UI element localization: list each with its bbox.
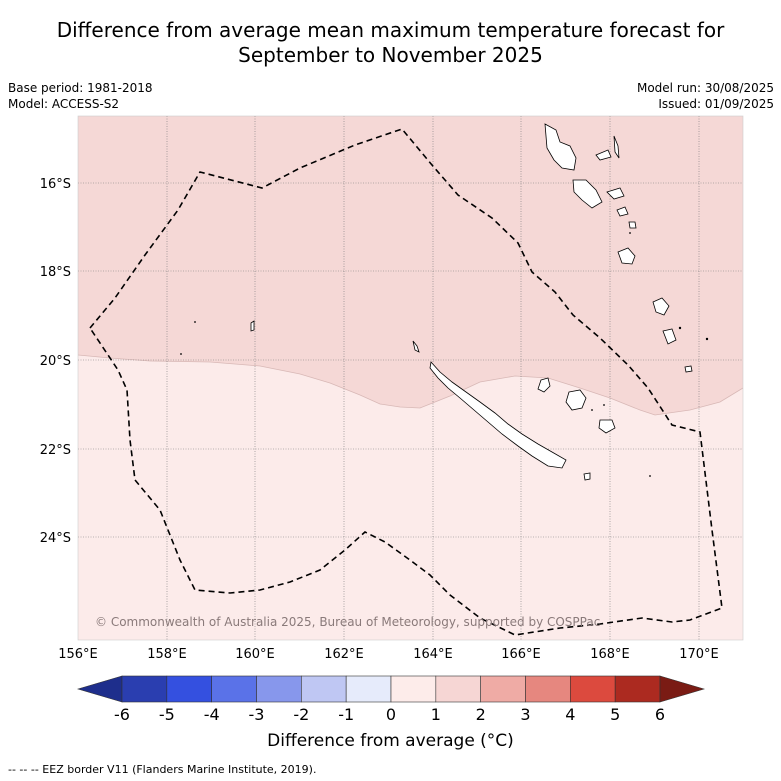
colorbar-tick-label: 1 xyxy=(431,705,441,724)
longitude-axis: 156°E 158°E 160°E 162°E 164°E 166°E 168°… xyxy=(58,647,719,662)
meta-left: Base period: 1981-2018 Model: ACCESS-S2 xyxy=(8,80,153,112)
malo-island xyxy=(595,149,612,161)
issued-date: Issued: 01/09/2025 xyxy=(658,97,774,111)
lat-label: 18°S xyxy=(40,265,71,280)
small-islets xyxy=(180,232,709,477)
gridlines xyxy=(78,116,743,640)
loyalty-island-lifou xyxy=(565,389,587,411)
colorbar-tick-label: 3 xyxy=(520,705,530,724)
model-name: Model: ACCESS-S2 xyxy=(8,97,120,111)
colorbar: -6 -5 -4 -3 -2 -1 0 1 2 3 4 5 6 xyxy=(76,675,706,724)
lon-label: 160°E xyxy=(235,647,275,662)
efate-island xyxy=(617,247,636,265)
colorbar-box xyxy=(211,675,257,703)
colorbar-title: Difference from average (°C) xyxy=(267,731,514,751)
lon-label: 164°E xyxy=(413,647,453,662)
colorbar-box xyxy=(614,675,661,703)
colorbar-tick-label: -5 xyxy=(159,705,175,724)
lat-label: 16°S xyxy=(40,177,71,192)
colorbar-box xyxy=(525,675,571,703)
meta-right: Model run: 30/08/2025 Issued: 01/09/2025 xyxy=(637,80,774,112)
colorbar-extend-max xyxy=(659,675,706,703)
espiritu-santo xyxy=(544,123,577,171)
isle-of-pines xyxy=(583,472,591,481)
colorbar-tick-label: 6 xyxy=(655,705,665,724)
latitude-axis: 16°S 18°S 20°S 22°S 24°S xyxy=(40,177,71,546)
lon-label: 170°E xyxy=(679,647,719,662)
lat-label: 24°S xyxy=(40,531,71,546)
lon-label: 162°E xyxy=(324,647,364,662)
eez-footnote: -- -- -- EEZ border V11 (Flanders Marine… xyxy=(8,763,317,776)
colorbar-ticks: -6 -5 -4 -3 -2 -1 0 1 2 3 4 5 6 xyxy=(114,705,665,724)
title-line-1: Difference from average mean maximum tem… xyxy=(56,18,725,42)
lon-label: 168°E xyxy=(590,647,630,662)
colorbar-tick-label: -6 xyxy=(114,705,130,724)
base-period: Base period: 1981-2018 xyxy=(8,81,153,95)
colorbar-box xyxy=(345,675,392,703)
colorbar-tick-label: 0 xyxy=(386,705,396,724)
shepherd-islands xyxy=(628,221,637,229)
colorbar-box xyxy=(121,675,168,703)
ambrym-island xyxy=(606,187,625,200)
tanna-island xyxy=(662,328,677,345)
forecast-fill: © Commonwealth of Australia 2025, Bureau… xyxy=(78,116,743,640)
colorbar-boxes xyxy=(121,675,661,703)
colorbar-tick-label: 2 xyxy=(476,705,486,724)
land-outlines xyxy=(250,123,693,481)
colorbar-tick-label: -4 xyxy=(204,705,220,724)
colorbar-box xyxy=(390,675,437,703)
map-frame xyxy=(77,115,744,641)
colorbar-box xyxy=(301,675,347,703)
lat-label: 22°S xyxy=(40,443,71,458)
colorbar-box xyxy=(166,675,212,703)
colorbar-tick-label: 4 xyxy=(565,705,575,724)
belep-islands xyxy=(412,340,420,353)
colorbar-box xyxy=(480,675,526,703)
erromango-island xyxy=(652,297,670,316)
eez-border xyxy=(89,128,723,636)
pentecost-island xyxy=(613,135,620,159)
loyalty-island-mare xyxy=(598,419,616,434)
colorbar-box xyxy=(256,675,302,703)
colorbar-box xyxy=(570,675,616,703)
lon-label: 156°E xyxy=(58,647,98,662)
aneityum-island xyxy=(684,365,693,373)
colorbar-tick-label: 5 xyxy=(610,705,620,724)
new-caledonia-island xyxy=(429,361,567,469)
colorbar-box xyxy=(435,675,481,703)
lon-label: 166°E xyxy=(501,647,541,662)
model-run: Model run: 30/08/2025 xyxy=(636,81,774,95)
category-boundary xyxy=(78,354,743,416)
colorbar-extend-min xyxy=(76,675,123,703)
chesterfield-reef xyxy=(250,320,255,332)
title-line-2: September to November 2025 xyxy=(238,43,543,67)
copyright-notice: © Commonwealth of Australia 2025, Bureau… xyxy=(95,615,600,629)
lat-label: 20°S xyxy=(40,354,71,369)
malakula-island xyxy=(572,179,603,209)
lon-label: 158°E xyxy=(147,647,187,662)
epi-island xyxy=(616,206,629,217)
colorbar-tick-label: -2 xyxy=(293,705,309,724)
colorbar-tick-label: -1 xyxy=(338,705,354,724)
colorbar-tick-label: -3 xyxy=(249,705,265,724)
loyalty-island-ouvea xyxy=(537,377,551,393)
chart-title: Difference from average mean maximum tem… xyxy=(0,18,781,68)
